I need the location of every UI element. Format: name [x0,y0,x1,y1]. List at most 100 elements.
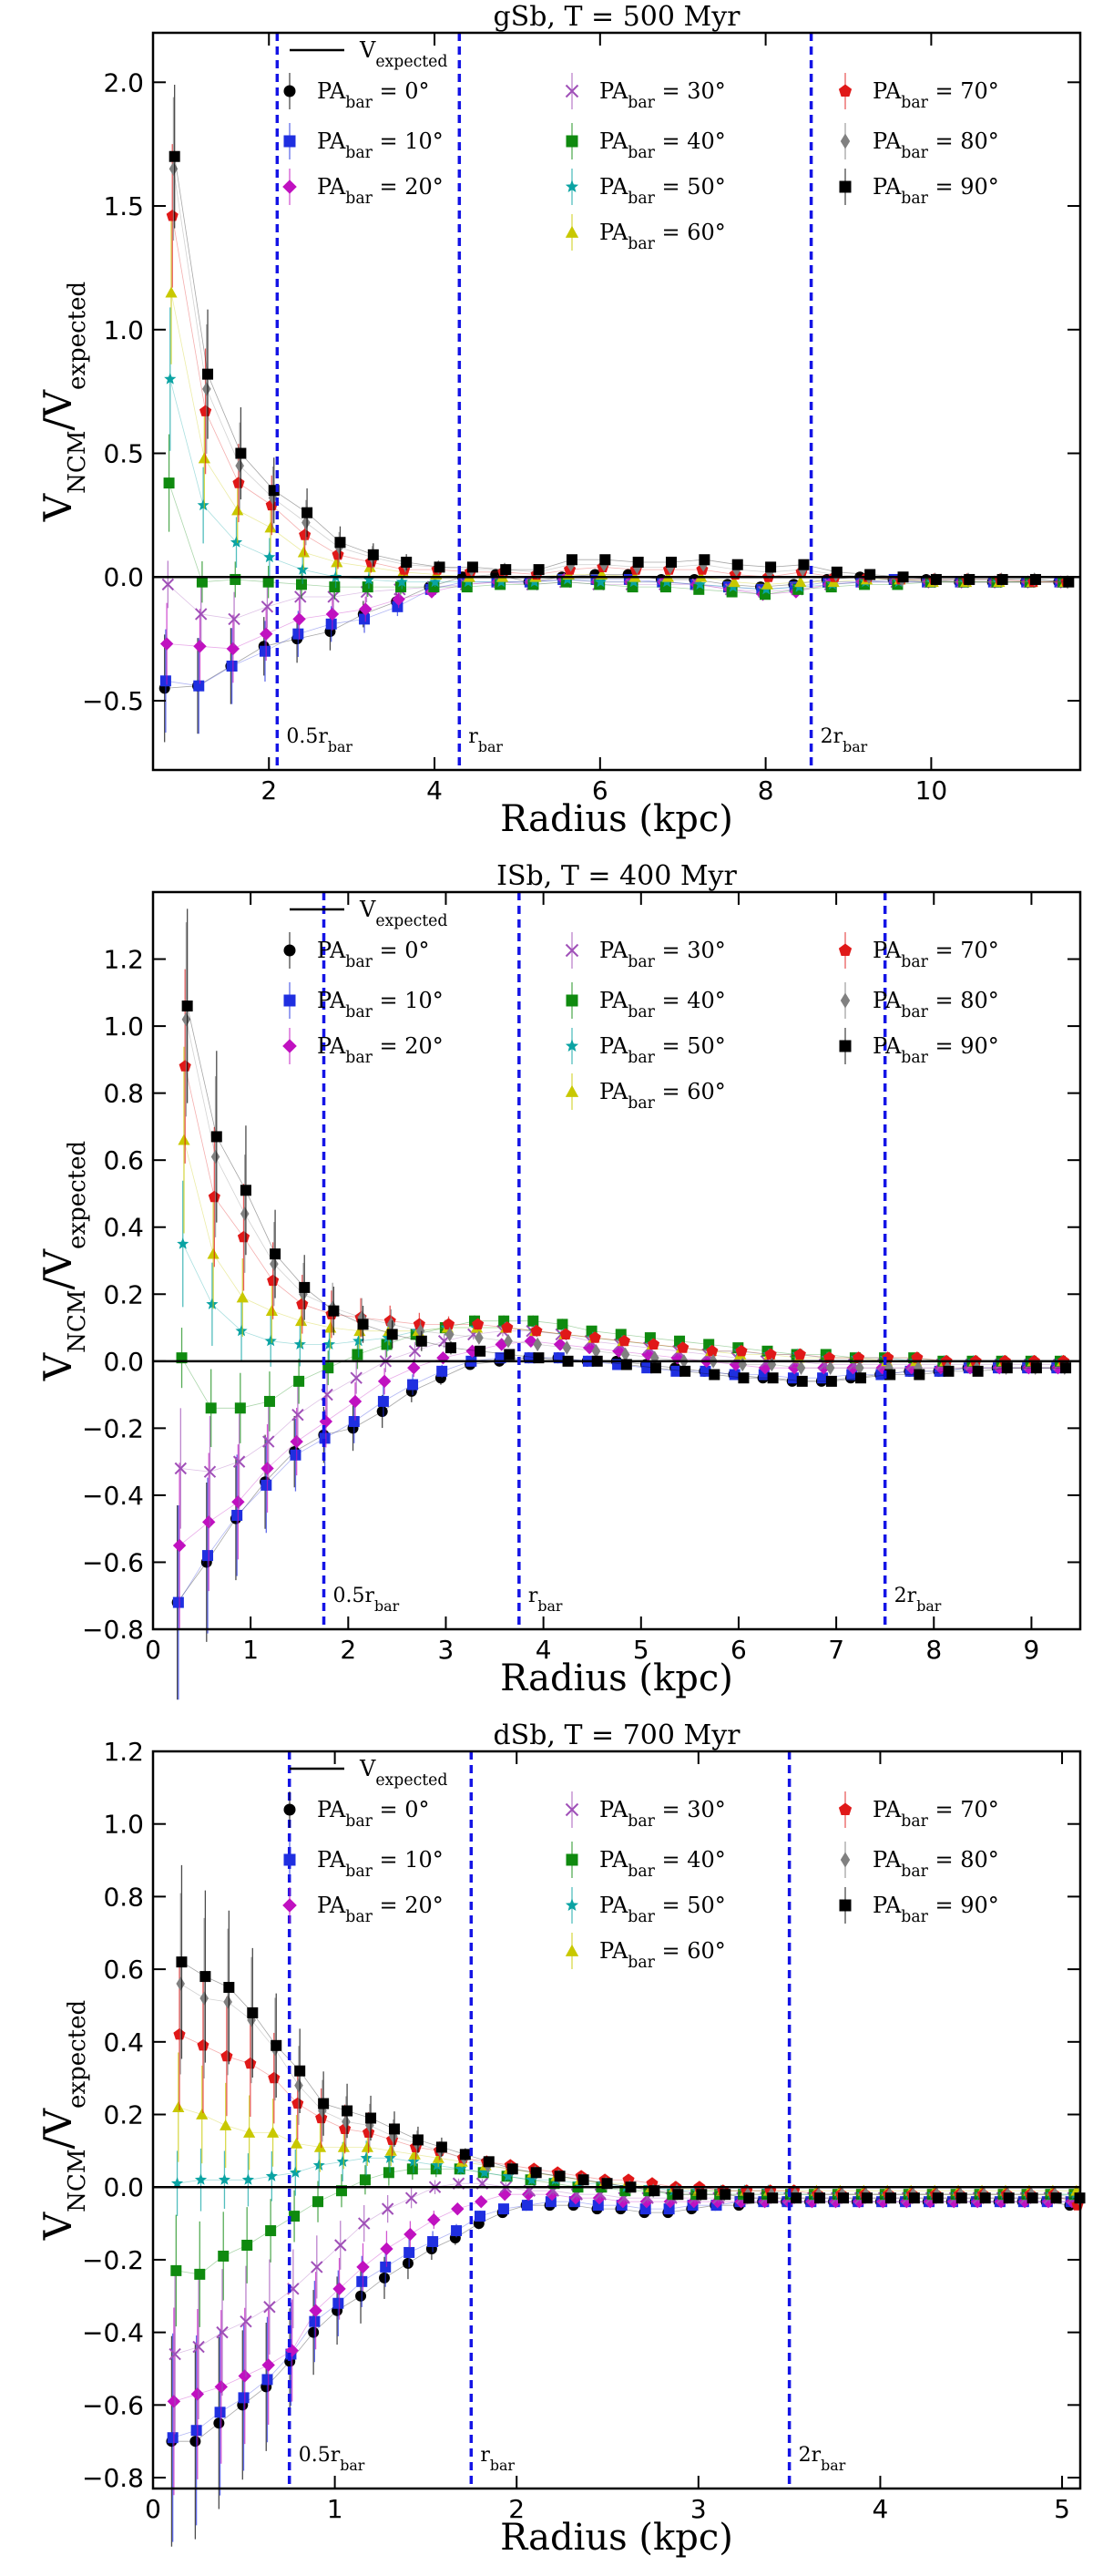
data-point [794,576,807,588]
data-point [311,2261,323,2273]
y-tick-label: 1.5 [103,191,144,221]
legend-label-pa80: PAbar = 80° [873,128,999,162]
legend-label-pa60: PAbar = 60° [599,220,726,253]
legend-expected-label: Vexpected [359,897,447,930]
chart-isb: ISb, T = 400 Myr 0.5rbar rbar 2rbar 0 1 2 3 4 5 6 7… [36,860,1082,1700]
data-point [526,2173,538,2185]
data-point [262,1435,275,1448]
legend-expected-label: Vexpected [359,37,447,71]
data-point [475,1345,486,1357]
chart-panel-gsb: gSb, T = 500 Myr 0.5rbar rbar 2rbar 2 4 6 8 10 −0… [0,0,1093,857]
y-tick-label: −0.8 [82,2463,144,2493]
y-tick-label: 0.6 [103,1955,144,1985]
legend-marker-pa70 [838,1802,853,1815]
legend-marker-pa40 [566,135,578,148]
data-point [392,592,405,606]
data-point [357,1319,369,1330]
series-line-pa80 [186,1019,1065,1369]
x-tick-label: 7 [828,1635,844,1665]
data-point [706,1344,719,1357]
data-point [641,1362,653,1374]
data-point [501,1321,514,1333]
series-line-pa90 [174,156,1069,583]
data-point [408,1345,422,1358]
data-point [577,2174,589,2186]
legend-marker-pa60 [565,1944,579,1956]
data-point [444,1327,455,1342]
data-point [884,1369,896,1380]
data-point [356,2275,368,2287]
data-point [380,2261,392,2273]
y-tick-label: 1.2 [103,945,144,975]
data-point [934,1360,948,1375]
y-tick-label: 0.6 [103,1145,144,1175]
data-point [268,2071,281,2084]
data-point [432,2151,444,2163]
data-point [220,2119,232,2130]
legend-marker-pa70 [838,84,853,97]
data-point [196,2108,209,2119]
legend-marker-pa10 [283,1853,296,1866]
data-point [189,2436,201,2448]
data-point [214,2380,228,2394]
data-point [524,1334,538,1348]
data-point [197,2038,209,2051]
data-point [324,1321,337,1333]
data-point [244,2057,257,2069]
x-tick-label: 2 [340,1635,356,1665]
chart-panel-dsb: dSb, T = 700 Myr 0.5rbar rbar 2rbar 0 1 2 3 4 5 −0… [0,1719,1093,2575]
y-tick-label: 0.0 [103,2172,144,2202]
legend-label-pa40: PAbar = 40° [599,988,726,1021]
legend-marker-pa30 [565,943,579,958]
x-tick-label: 4 [426,775,443,806]
data-point [380,2242,393,2256]
legend-label-pa80: PAbar = 80° [873,988,999,1021]
data-point [814,2192,826,2204]
data-point [336,2155,349,2167]
legend-marker-pa40 [566,994,578,1007]
y-tick-label: −0.6 [82,1547,144,1577]
data-point [743,2192,755,2204]
data-point [294,590,307,603]
data-point [342,2105,353,2117]
x-axis-label: Radius (kpc) [500,798,733,840]
data-point [178,1134,190,1145]
data-point [179,1060,191,1072]
data-point [696,2189,708,2201]
series-line-pa50 [169,378,1065,590]
data-point [378,2272,390,2284]
data-point [329,581,341,593]
data-point [226,641,240,656]
data-point [206,1298,219,1309]
data-point [213,2417,225,2429]
data-point [431,2159,444,2171]
data-point [764,1348,777,1360]
data-point [319,1414,333,1429]
data-point [502,2170,515,2181]
legend: Vexpected PAbar = 0° PAbar = 10° PAbar = 20… [282,897,999,1113]
data-point [176,1976,186,1991]
data-point [413,1318,425,1329]
x-tick-label: 5 [633,1635,649,1665]
x-tick-label: 0 [145,2494,161,2524]
data-point [290,1434,303,1449]
data-point [592,2191,607,2205]
data-point [386,1329,398,1340]
legend-marker-pa20 [282,180,297,194]
data-point [263,1395,275,1407]
data-point [292,612,306,626]
legend-label-pa60: PAbar = 60° [599,1079,726,1113]
data-point [237,1230,250,1243]
data-point [313,2140,327,2152]
data-point [235,458,244,473]
bar-radius-label: 2rbar [799,2444,846,2474]
data-point [648,1338,660,1350]
data-point [362,581,373,593]
series-line-pa60 [183,1140,1063,1362]
data-point [594,575,607,588]
data-point [359,602,373,616]
data-point [202,368,214,380]
series-pa70 [179,969,1070,1367]
data-point [207,1247,220,1259]
data-point [181,1001,193,1012]
